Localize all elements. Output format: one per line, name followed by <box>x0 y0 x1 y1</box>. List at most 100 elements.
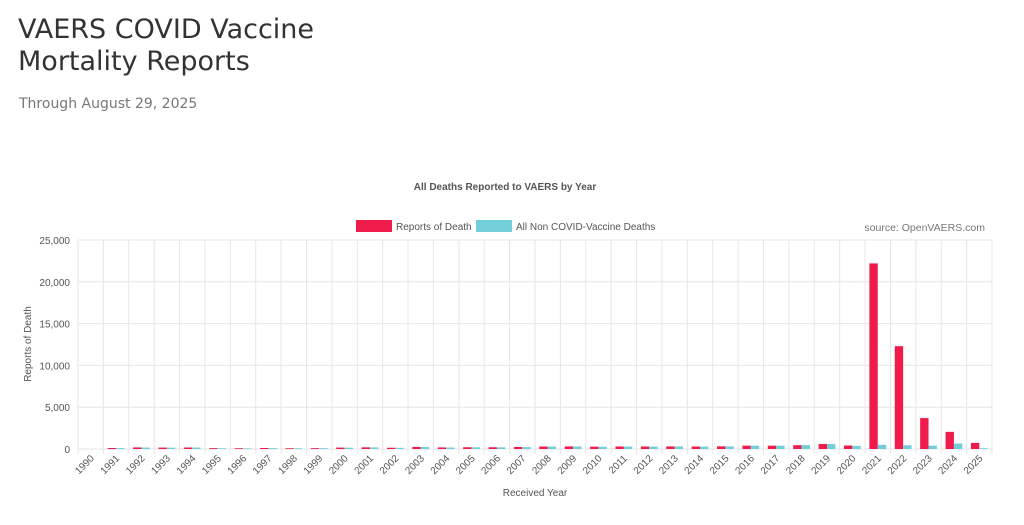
bar-deaths-2012[interactable] <box>640 446 650 449</box>
bar-non-covid-2004[interactable] <box>446 447 455 449</box>
bar-deaths-2001[interactable] <box>361 447 370 449</box>
x-tick-label: 1996 <box>226 453 250 477</box>
x-tick-label: 2000 <box>327 453 351 477</box>
chart-title: All Deaths Reported to VAERS by Year <box>414 182 597 193</box>
bar-deaths-2015[interactable] <box>717 446 726 449</box>
bar-non-covid-2016[interactable] <box>750 445 760 449</box>
bar-deaths-1994[interactable] <box>183 447 193 449</box>
legend-label-non-covid[interactable]: All Non COVID-Vaccine Deaths <box>516 222 655 233</box>
bar-non-covid-2010[interactable] <box>598 446 607 449</box>
source-label: source: OpenVAERS.com <box>864 222 985 234</box>
bar-deaths-2025[interactable] <box>970 442 980 449</box>
bar-non-covid-2022[interactable] <box>903 445 912 449</box>
bar-deaths-1996[interactable] <box>234 448 244 449</box>
bar-deaths-2004[interactable] <box>437 447 447 449</box>
bar-deaths-2014[interactable] <box>691 446 701 449</box>
bar-non-covid-1997[interactable] <box>268 448 277 449</box>
bar-non-covid-1991[interactable] <box>116 448 125 449</box>
bar-deaths-2020[interactable] <box>843 445 853 449</box>
bar-non-covid-2013[interactable] <box>674 446 684 449</box>
bar-non-covid-2001[interactable] <box>369 447 379 449</box>
bar-deaths-1993[interactable] <box>158 447 167 449</box>
page-title-line-1: VAERS COVID Vaccine <box>18 14 315 45</box>
bar-deaths-2023[interactable] <box>920 418 929 449</box>
bar-non-covid-2009[interactable] <box>573 446 582 449</box>
x-tick-label: 2025 <box>962 453 986 477</box>
bar-non-covid-2020[interactable] <box>852 445 861 449</box>
bar-non-covid-2018[interactable] <box>801 445 810 449</box>
bar-non-covid-1999[interactable] <box>319 448 328 449</box>
bar-deaths-2011[interactable] <box>615 446 624 449</box>
bar-non-covid-2002[interactable] <box>395 447 404 449</box>
bar-deaths-2000[interactable] <box>336 447 345 449</box>
bar-non-covid-1996[interactable] <box>243 448 252 449</box>
bar-deaths-2006[interactable] <box>488 447 497 449</box>
y-tick-label: 25,000 <box>39 236 70 247</box>
legend-label-deaths[interactable]: Reports of Death <box>396 222 472 233</box>
bar-deaths-2022[interactable] <box>894 346 904 449</box>
x-tick-label: 1997 <box>251 453 275 477</box>
bar-non-covid-2019[interactable] <box>826 444 836 449</box>
bar-deaths-1992[interactable] <box>133 447 142 449</box>
x-tick-label: 2007 <box>505 453 529 477</box>
bar-deaths-1995[interactable] <box>209 448 218 449</box>
bar-non-covid-2023[interactable] <box>928 445 937 449</box>
x-tick-label: 2018 <box>784 453 808 477</box>
bar-non-covid-2005[interactable] <box>471 447 480 449</box>
bar-non-covid-2011[interactable] <box>623 446 633 449</box>
bar-non-covid-2003[interactable] <box>420 446 430 449</box>
x-tick-label: 2014 <box>683 453 707 477</box>
bar-deaths-2002[interactable] <box>386 447 396 449</box>
x-tick-label: 1990 <box>73 453 97 477</box>
x-tick-label: 1999 <box>302 453 326 477</box>
bar-deaths-1991[interactable] <box>107 447 117 449</box>
y-tick-label: 5,000 <box>45 403 70 414</box>
bar-deaths-2009[interactable] <box>564 446 574 449</box>
bar-deaths-1999[interactable] <box>310 448 320 449</box>
bar-deaths-1997[interactable] <box>260 447 269 449</box>
bar-non-covid-1994[interactable] <box>192 447 201 449</box>
bar-non-covid-2024[interactable] <box>953 443 963 449</box>
bar-deaths-1998[interactable] <box>285 448 294 449</box>
bar-non-covid-2012[interactable] <box>649 446 658 449</box>
bar-deaths-2019[interactable] <box>818 443 827 449</box>
y-tick-label: 10,000 <box>39 361 70 372</box>
bar-deaths-2013[interactable] <box>666 446 675 449</box>
bar-non-covid-2006[interactable] <box>496 447 506 449</box>
y-axis-label: Reports of Death <box>23 306 34 382</box>
bar-deaths-2016[interactable] <box>742 445 751 449</box>
x-tick-label: 1992 <box>124 453 148 477</box>
bar-non-covid-2014[interactable] <box>700 446 709 449</box>
bar-non-covid-2008[interactable] <box>547 446 557 449</box>
bar-non-covid-2007[interactable] <box>522 447 531 449</box>
bar-deaths-2018[interactable] <box>793 445 802 449</box>
bar-non-covid-1993[interactable] <box>166 447 176 449</box>
bar-deaths-2010[interactable] <box>590 446 599 449</box>
x-axis-label: Received Year <box>503 488 568 499</box>
bar-deaths-2017[interactable] <box>767 445 777 449</box>
bar-non-covid-2025[interactable] <box>979 448 988 449</box>
grid-lines <box>77 239 993 454</box>
page-subtitle: Through August 29, 2025 <box>19 96 198 112</box>
x-tick-label: 2021 <box>860 453 884 477</box>
bars <box>107 263 988 449</box>
bar-non-covid-2021[interactable] <box>877 444 887 449</box>
x-tick-label: 2016 <box>733 453 757 477</box>
bar-non-covid-1998[interactable] <box>293 448 303 449</box>
bar-non-covid-2015[interactable] <box>725 446 734 449</box>
bar-deaths-2003[interactable] <box>412 446 421 449</box>
legend[interactable]: Reports of Death All Non COVID-Vaccine D… <box>356 220 655 233</box>
bar-deaths-2008[interactable] <box>539 446 548 449</box>
legend-swatch-non-covid[interactable] <box>476 220 512 232</box>
bar-non-covid-2017[interactable] <box>776 445 785 449</box>
bar-non-covid-2000[interactable] <box>344 447 353 449</box>
bar-deaths-2021[interactable] <box>869 263 878 449</box>
legend-swatch-deaths[interactable] <box>356 220 392 232</box>
x-tick-label: 2009 <box>556 453 580 477</box>
x-tick-label: 2004 <box>429 453 453 477</box>
bar-non-covid-1992[interactable] <box>141 447 150 449</box>
bar-deaths-2005[interactable] <box>463 447 472 449</box>
bar-non-covid-1995[interactable] <box>217 448 227 449</box>
bar-deaths-2024[interactable] <box>945 431 954 449</box>
bar-deaths-2007[interactable] <box>513 446 523 449</box>
